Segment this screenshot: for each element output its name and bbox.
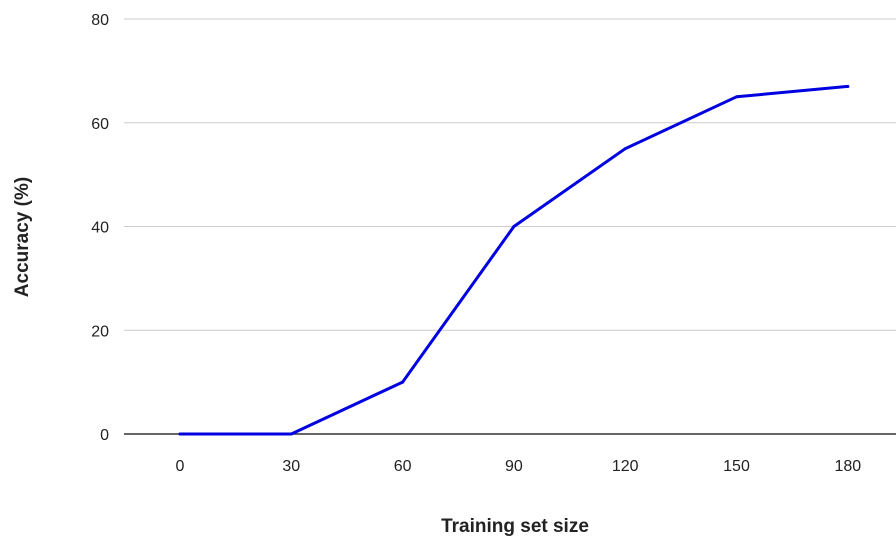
data-point (846, 84, 850, 88)
gridlines (124, 18, 896, 435)
x-tick-label: 180 (834, 458, 861, 475)
y-tick-label: 80 (91, 12, 109, 29)
x-tick-label: 0 (176, 458, 185, 475)
series-line-0 (178, 84, 850, 436)
x-tick-label: 150 (723, 458, 750, 475)
y-tick-label: 40 (91, 220, 109, 237)
x-tick-label: 60 (394, 458, 412, 475)
data-point (735, 95, 738, 99)
data-point (178, 432, 182, 436)
x-tick-label: 120 (612, 458, 639, 475)
data-point (623, 147, 627, 151)
x-axis-title: Training set size (441, 516, 589, 537)
x-tick-labels: 0 30 60 90 120 150 180 (176, 458, 862, 475)
y-tick-label: 60 (91, 116, 109, 133)
y-tick-label: 0 (100, 427, 109, 444)
y-tick-label: 20 (91, 323, 109, 340)
x-tick-label: 30 (282, 458, 300, 475)
y-tick-labels: 0 20 40 60 80 (91, 12, 109, 444)
data-point (289, 432, 293, 436)
x-tick-label: 90 (505, 458, 523, 475)
data-point (401, 380, 405, 384)
y-axis-title: Accuracy (%) (12, 177, 33, 297)
data-point (512, 225, 516, 228)
series-layer (178, 84, 850, 436)
